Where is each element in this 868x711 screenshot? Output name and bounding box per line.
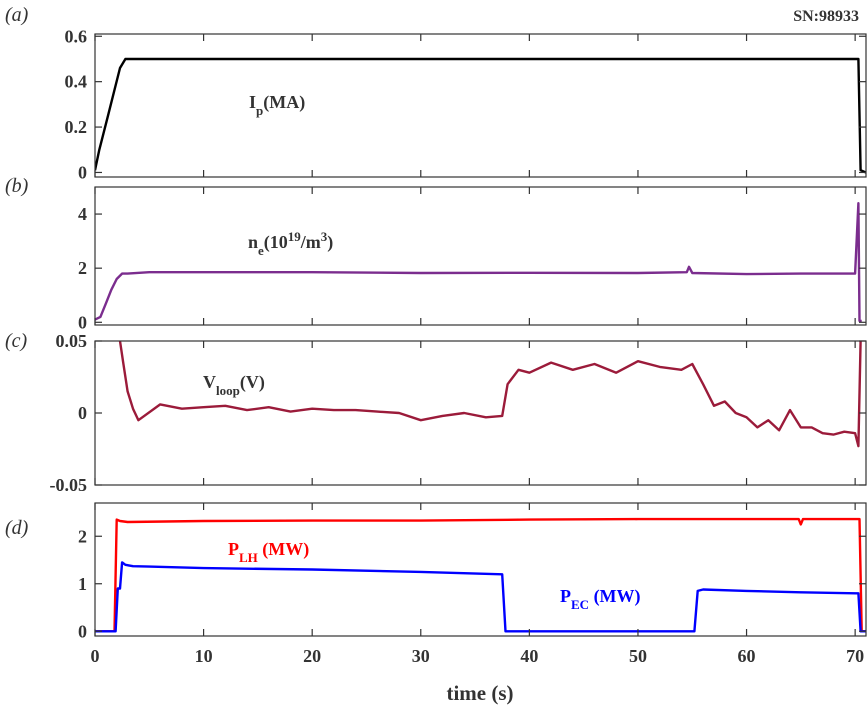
- series-line-ip: [95, 57, 866, 174]
- ne-label-tail2: /m: [300, 232, 321, 252]
- y-tick-label: 0: [78, 312, 87, 332]
- y-tick-label: 0: [78, 162, 87, 182]
- ip-label-tail: (MA): [263, 92, 305, 113]
- y-tick-label: 2: [78, 258, 87, 278]
- y-tick-label: 0.2: [65, 117, 88, 137]
- x-tick-label: 50: [629, 646, 647, 666]
- vloop-label: Vloop(V): [203, 372, 265, 398]
- ne-label-main: n: [248, 232, 258, 252]
- plh-label: PLH (MW): [228, 539, 309, 565]
- x-tick-label: 30: [412, 646, 430, 666]
- vloop-label-main: V: [203, 372, 216, 392]
- panel-tag-b: (b): [5, 175, 29, 197]
- y-tick-label: 0: [78, 621, 87, 641]
- x-tick-label: 40: [520, 646, 538, 666]
- ne-label-tail3: ): [327, 232, 333, 253]
- y-tick-label: 0.05: [56, 331, 88, 351]
- panel-vloop: -0.05 0 0.05: [50, 331, 867, 495]
- pec-label-tail: (MW): [589, 586, 640, 607]
- x-axis-label: time (s): [446, 681, 513, 705]
- vloop-label-tail: (V): [240, 372, 265, 393]
- ne-label-sub: e: [258, 243, 264, 258]
- ne-label-tail: (10: [264, 232, 288, 253]
- pec-label: PEC (MW): [560, 586, 641, 612]
- y-tick-label: 2: [78, 526, 87, 546]
- ip-label-sub: p: [256, 103, 263, 118]
- pec-label-sub: EC: [571, 597, 589, 612]
- y-tick-label: 0: [78, 403, 87, 423]
- series-line-ne: [95, 201, 862, 323]
- panel-ip: 0 0.2 0.4 0.6: [65, 26, 867, 182]
- ip-label: Ip(MA): [249, 92, 305, 118]
- y-tick-label: 0.4: [65, 72, 88, 92]
- panel-tag-a: (a): [5, 4, 29, 26]
- x-tick-label: 70: [846, 646, 864, 666]
- ne-label-sup2: 3: [321, 229, 328, 244]
- plh-label-main: P: [228, 539, 239, 559]
- axes-frame: [94, 33, 867, 178]
- panel-tag-c: (c): [5, 330, 28, 352]
- panel-ne: 0 2 4: [78, 186, 867, 332]
- y-tick-label: 0.6: [65, 26, 88, 46]
- x-tick-label: 20: [303, 646, 321, 666]
- shot-number: SN:98933: [793, 8, 859, 25]
- y-tick-label: 1: [78, 574, 87, 594]
- vloop-label-sub: loop: [216, 383, 240, 398]
- series-line-pec: [95, 561, 866, 633]
- ip-label-main: I: [249, 92, 256, 112]
- ne-label: ne(1019/m3): [248, 229, 333, 258]
- x-tick-label: 60: [738, 646, 756, 666]
- x-tick-label: 10: [195, 646, 213, 666]
- axes-frame: [94, 186, 867, 326]
- y-tick-label: -0.05: [50, 475, 88, 495]
- axes-frame: [94, 502, 867, 637]
- panel-tag-d: (d): [5, 517, 29, 539]
- plh-label-tail: (MW): [258, 539, 309, 560]
- x-tick-label: 0: [91, 646, 100, 666]
- y-tick-label: 4: [78, 204, 87, 224]
- axes-frame: [94, 340, 867, 486]
- ne-label-sup: 19: [288, 229, 302, 244]
- series-line-plh: [95, 517, 866, 633]
- series-line-vloop: [118, 341, 862, 448]
- plh-label-sub: LH: [239, 550, 258, 565]
- pec-label-main: P: [560, 586, 571, 606]
